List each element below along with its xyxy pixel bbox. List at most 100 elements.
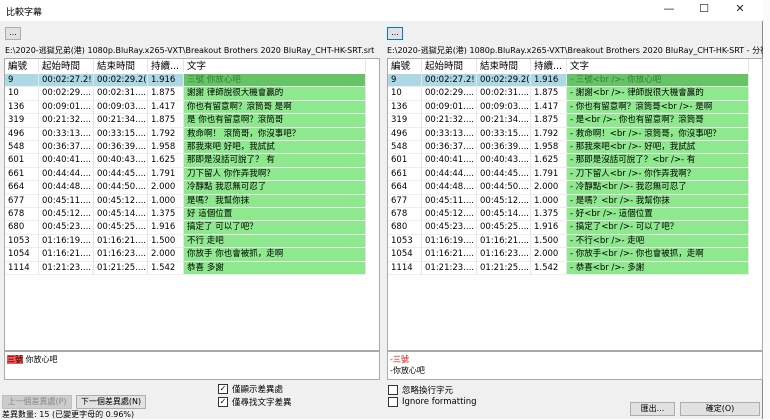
table-row[interactable]: 677 00:45:11.... 00:45:12.... 1.000- 是嗎？<br… [388, 194, 749, 208]
end-time-cell: 00:45:25.... [477, 221, 531, 235]
text-cell: 救命啊！ 滾筒哥，你沒事吧？ [184, 127, 366, 141]
table-row[interactable]: 9 00:02:27.2! 00:02:29.2(1.916 三號 你放心吧 [5, 74, 366, 88]
start-time-cell: 00:44:48.... [422, 181, 477, 195]
end-time-cell: 00:09:03.... [477, 100, 531, 115]
export-button[interactable]: 匯出... [630, 402, 675, 416]
table-row[interactable]: 1114 01:21:23.... 01:21:25.... 1.542- 恭喜<br… [388, 261, 749, 275]
text-cell: 不行 走吧 [184, 234, 366, 249]
number-cell: 10 [388, 87, 422, 101]
next-diff-button[interactable]: 下一個差異處(N) [76, 395, 146, 409]
diff-count-status: 差異數量: 15 (已變更字母的 0.96%) [2, 410, 135, 419]
table-row[interactable]: 1053 01:16:19.... 01:16:21.... 1.500 不行 走吧 [5, 234, 366, 249]
only-diffs-checkbox[interactable]: ✓ 僅顯示差異處 [218, 384, 284, 395]
table-row[interactable]: 678 00:45:12.... 00:45:14.... 1.375 好 這個位置 [5, 208, 366, 222]
table-row[interactable]: 601 00:40:41.... 00:40:43.... 1.625- 那即是沒話可… [388, 154, 749, 168]
table-row[interactable]: 661 00:44:44.... 00:44:45.... 1.791 刀下留人 你作弄… [5, 167, 366, 182]
left-browse-button[interactable]: ... [5, 27, 21, 40]
table-row[interactable]: 680 00:45:23.... 00:45:25.... 1.916- 搞定了<br… [388, 221, 749, 235]
table-row[interactable]: 136 00:09:01.... 00:09:03.... 1.417- 你也有留意啊… [388, 100, 749, 115]
text-cell: 刀下留人 你作弄我啊？ [184, 167, 366, 182]
table-row[interactable]: 548 00:36:37.... 00:36:39.... 1.958- 那我來吧<b… [388, 141, 749, 155]
table-row[interactable]: 1054 01:16:21.... 01:16:23.... 2.000 你放手 你也會… [5, 248, 366, 262]
table-row[interactable]: 319 00:21:32.... 00:21:34.... 1.875 是 你也有留意啊… [5, 114, 366, 128]
end-time-cell: 00:45:12.... [477, 194, 531, 208]
number-cell: 661 [5, 167, 39, 182]
number-cell: 678 [5, 208, 39, 222]
table-row[interactable]: 664 00:44:48.... 00:44:50.... 2.000 冷靜點 我忍無可… [5, 181, 366, 195]
table-row[interactable]: 319 00:21:32.... 00:21:34.... 1.875- 是<br /… [388, 114, 749, 128]
table-row[interactable]: 1053 01:16:19.... 01:16:21.... 1.500- 不行<br… [388, 234, 749, 249]
column-header[interactable]: 起始時間 [39, 59, 94, 73]
table-row[interactable]: 1114 01:21:23.... 01:21:25.... 1.542 恭喜 多謝 [5, 261, 366, 275]
number-cell: 319 [5, 114, 39, 128]
text-cell: - 三號<br />- 你放心吧 [567, 74, 749, 88]
table-row[interactable]: 496 00:33:13.... 00:33:15.... 1.792 救命啊！ 滾筒哥… [5, 127, 366, 141]
column-header[interactable]: 文字 [567, 59, 749, 73]
number-cell: 680 [5, 221, 39, 235]
text-cell: - 好<br />- 這個位置 [567, 208, 749, 222]
number-cell: 9 [5, 74, 39, 88]
table-row[interactable]: 9 00:02:27.2! 00:02:29.2(1.916- 三號<br />- … [388, 74, 749, 88]
start-time-cell: 00:45:12.... [422, 208, 477, 222]
column-header[interactable]: 結束時間 [94, 59, 148, 73]
column-header[interactable]: 文字 [184, 59, 366, 73]
column-header[interactable]: 編號 [5, 59, 39, 73]
right-browse-button[interactable]: ... [387, 27, 403, 40]
start-time-cell: 01:21:23.... [39, 261, 94, 275]
number-cell: 1114 [5, 261, 39, 275]
end-time-cell: 00:40:43.... [94, 154, 148, 168]
text-cell: - 救命啊！<br />- 滾筒哥，你沒事吧？ [567, 127, 749, 141]
only-text-diffs-checkbox[interactable]: ✓ 僅尋找文字差異 [218, 397, 292, 408]
table-row[interactable]: 680 00:45:23.... 00:45:25.... 1.916 搞定了 可以了吧… [5, 221, 366, 235]
table-row[interactable]: 136 00:09:01.... 00:09:03.... 1.417 你也有留意啊？滾… [5, 100, 366, 115]
table-row[interactable]: 664 00:44:48.... 00:44:50.... 2.000- 冷靜點<br… [388, 181, 749, 195]
duration-cell: 1.916 [531, 221, 567, 235]
column-header[interactable]: 持續... [148, 59, 184, 73]
start-time-cell: 00:45:23.... [39, 221, 94, 235]
title-bar: 比較字幕 — ☐ ✕ [0, 0, 763, 21]
start-time-cell: 00:36:37.... [39, 141, 94, 155]
duration-cell: 1.958 [531, 141, 567, 155]
end-time-cell: 00:02:31.... [94, 87, 148, 101]
start-time-cell: 00:36:37.... [422, 141, 477, 155]
duration-cell: 1.375 [148, 208, 184, 222]
prev-diff-button[interactable]: 上一個差異處(P) [2, 395, 72, 409]
number-cell: 678 [388, 208, 422, 222]
number-cell: 1114 [388, 261, 422, 275]
table-row[interactable]: 678 00:45:12.... 00:45:14.... 1.375- 好<br /… [388, 208, 749, 222]
start-time-cell: 00:44:48.... [39, 181, 94, 195]
column-header[interactable]: 編號 [388, 59, 422, 73]
column-header[interactable]: 持續... [531, 59, 567, 73]
duration-cell: 1.791 [148, 167, 184, 182]
end-time-cell: 01:21:25.... [94, 261, 148, 275]
column-header[interactable]: 起始時間 [422, 59, 477, 73]
duration-cell: 1.625 [148, 154, 184, 168]
ignore-linebreaks-checkbox[interactable]: 忽略換行字元 [388, 384, 453, 396]
start-time-cell: 00:33:13.... [422, 127, 477, 141]
end-time-cell: 00:44:50.... [94, 181, 148, 195]
maximize-button[interactable]: ☐ [699, 2, 709, 15]
table-row[interactable]: 10 00:02:29.... 00:02:31.... 1.875 謝謝 律師說很大機… [5, 87, 366, 101]
text-cell: - 你也有留意啊？滾筒哥<br />- 是啊 [567, 100, 749, 115]
start-time-cell: 00:45:12.... [39, 208, 94, 222]
table-row[interactable]: 496 00:33:13.... 00:33:15.... 1.792- 救命啊！<b… [388, 127, 749, 141]
close-button[interactable]: ✕ [735, 2, 745, 15]
end-time-cell: 00:02:31.... [477, 87, 531, 101]
table-row[interactable]: 677 00:45:11.... 00:45:12.... 1.000 是嗎？ 我幫你抹 [5, 194, 366, 208]
left-subtitle-grid[interactable]: 編號 起始時間 結束時間 持續... 文字 9 00:02:27.2! 00:02:29.2(… [4, 58, 380, 351]
end-time-cell: 00:45:25.... [94, 221, 148, 235]
ignore-formatting-checkbox[interactable]: Ignore formatting [388, 397, 477, 407]
minimize-button[interactable]: — [663, 2, 675, 15]
ok-button[interactable]: 確定(O) [680, 402, 760, 416]
table-row[interactable]: 548 00:36:37.... 00:36:39.... 1.958 那我來吧 好吧，… [5, 141, 366, 155]
table-row[interactable]: 601 00:40:41.... 00:40:43.... 1.625 那即是沒話可說了… [5, 154, 366, 168]
duration-cell: 1.792 [148, 127, 184, 141]
number-cell: 664 [5, 181, 39, 195]
table-row[interactable]: 10 00:02:29.... 00:02:31.... 1.875- 謝謝<br /… [388, 87, 749, 101]
end-time-cell: 00:33:15.... [477, 127, 531, 141]
right-subtitle-grid[interactable]: 編號 起始時間 結束時間 持續... 文字 9 00:02:27.2! 00:02:29.2(… [387, 58, 763, 351]
table-row[interactable]: 661 00:44:44.... 00:44:45.... 1.791- 刀下留人<b… [388, 167, 749, 182]
table-row[interactable]: 1054 01:16:21.... 01:16:23.... 2.000- 你放手<b… [388, 248, 749, 262]
column-header[interactable]: 結束時間 [477, 59, 531, 73]
start-time-cell: 01:16:19.... [422, 234, 477, 249]
